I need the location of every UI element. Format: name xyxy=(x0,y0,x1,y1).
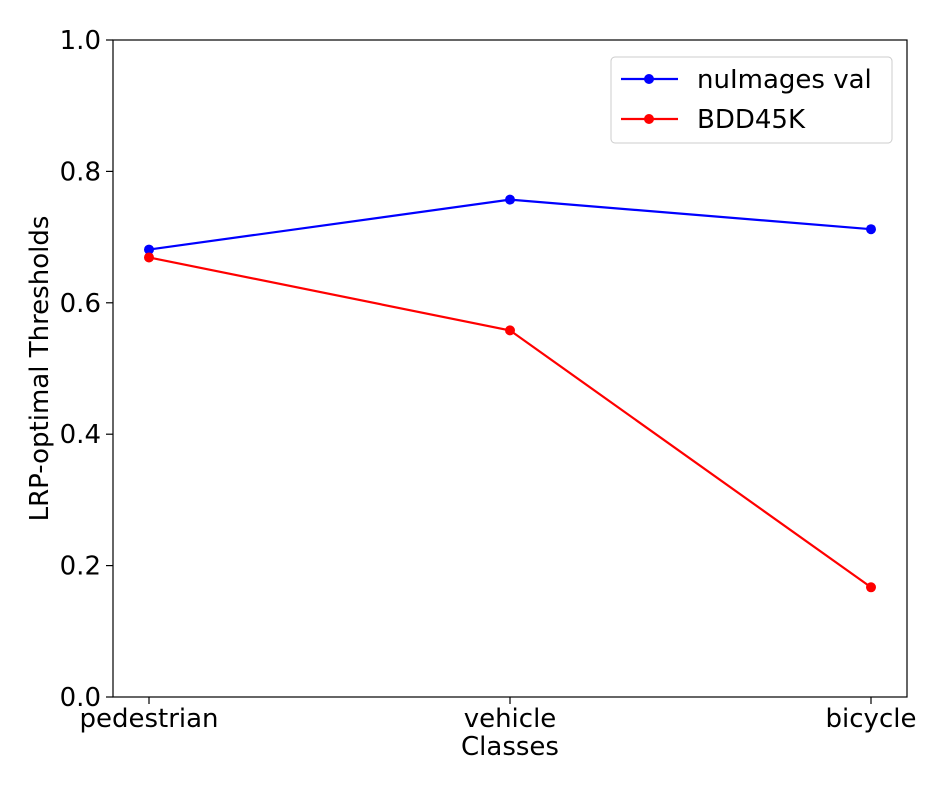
y-tick-label: 1.0 xyxy=(60,26,101,56)
x-axis-ticks: pedestrian vehicle bicycle xyxy=(79,697,916,734)
legend-label: BDD45K xyxy=(697,105,806,135)
data-point xyxy=(505,325,515,336)
series-1 xyxy=(144,252,876,593)
legend-entry: BDD45K xyxy=(621,105,806,135)
series-line xyxy=(148,198,872,251)
x-tick-label: vehicle xyxy=(464,704,557,734)
legend-entry: nuImages val xyxy=(621,65,872,95)
legend-box xyxy=(610,56,893,144)
y-tick-label: 0.2 xyxy=(60,552,101,582)
legend-marker xyxy=(644,74,654,84)
data-point xyxy=(144,244,154,255)
y-axis-label: LRP-optimal Thresholds xyxy=(25,216,55,522)
y-tick-label: 0.6 xyxy=(60,289,101,319)
x-axis-label: Classes xyxy=(461,732,559,762)
legend: nuImages val BDD45K xyxy=(610,56,893,144)
series-line xyxy=(148,256,872,589)
y-tick-label: 0.8 xyxy=(60,157,101,187)
data-point xyxy=(866,224,876,235)
y-tick-label: 0.0 xyxy=(60,683,101,713)
y-axis-ticks: 0.0 0.2 0.4 0.6 0.8 1.0 xyxy=(60,26,113,713)
legend-label: nuImages val xyxy=(697,65,872,95)
legend-marker xyxy=(644,114,654,124)
data-point xyxy=(866,582,876,593)
series-layer xyxy=(144,194,876,593)
data-point xyxy=(144,252,154,263)
x-tick-label: bicycle xyxy=(826,704,917,734)
series-0 xyxy=(144,194,876,255)
legend-entries: nuImages val BDD45K xyxy=(621,65,872,135)
x-tick-label: pedestrian xyxy=(79,704,218,734)
y-tick-label: 0.4 xyxy=(60,420,101,450)
data-point xyxy=(505,194,515,205)
